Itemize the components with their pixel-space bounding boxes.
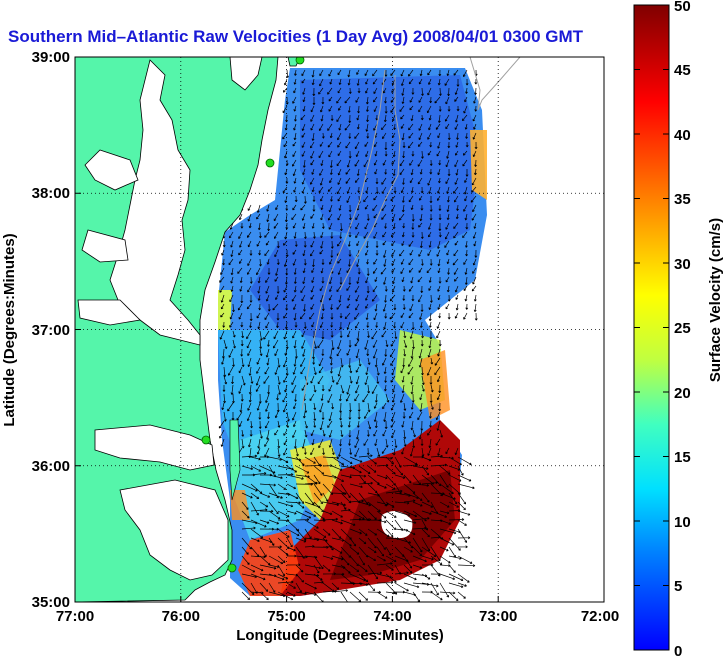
x-tick-label: 76:00 [162, 608, 200, 625]
x-tick-label: 72:00 [581, 608, 619, 625]
colorbar-tick-label: 35 [674, 191, 691, 208]
colorbar-tick-label: 25 [674, 320, 691, 337]
colorbar: 0 5 10 15 20 25 30 35 40 45 50 Surface V… [633, 0, 724, 659]
colorbar-label: Surface Velocity (cm/s) [707, 218, 724, 382]
delaware-bay [229, 57, 263, 91]
tick-marks [74, 56, 605, 603]
albemarle-sound [94, 424, 215, 471]
station-marker [227, 563, 237, 573]
colorbar-tick-label: 10 [674, 514, 691, 531]
grid-lines [75, 57, 604, 602]
colorbar-tick-label: 30 [674, 256, 691, 273]
chesapeake-bay [109, 59, 201, 346]
y-tick-label: 37:00 [32, 322, 70, 339]
x-tick-label: 77:00 [56, 608, 94, 625]
colorbar-tick-label: 0 [674, 643, 682, 659]
y-tick-label: 38:00 [32, 185, 70, 202]
y-tick-label: 35:00 [32, 594, 70, 611]
potomac-river [84, 149, 139, 191]
y-tick-label: 39:00 [32, 49, 70, 66]
x-tick-label: 75:00 [267, 608, 305, 625]
x-tick-label: 74:00 [373, 608, 411, 625]
x-axis-label: Longitude (Degrees:Minutes) [236, 627, 444, 644]
station-marker [265, 158, 275, 168]
colorbar-tick-label: 45 [674, 62, 691, 79]
velocity-arrow [218, 69, 478, 602]
rappahannock-river [81, 229, 129, 263]
pamlico-sound [119, 479, 229, 581]
bathymetry-contours [301, 57, 521, 411]
outer-banks [229, 419, 241, 501]
y-tick-labels: 39:00 38:00 37:00 36:00 35:00 [32, 49, 70, 611]
colorbar-tick-label: 40 [674, 127, 691, 144]
x-tick-labels: 77:00 76:00 75:00 74:00 73:00 72:00 [56, 608, 619, 625]
station-marker [295, 57, 305, 65]
map-title: Southern Mid–Atlantic Raw Velocities (1 … [8, 27, 584, 46]
velocity-vectors [218, 69, 478, 602]
radar-stations [201, 57, 305, 573]
james-river [77, 299, 141, 326]
y-tick-label: 36:00 [32, 458, 70, 475]
y-axis-label: Latitude (Degrees:Minutes) [1, 233, 18, 426]
x-tick-label: 73:00 [479, 608, 517, 625]
colorbar-tick-label: 50 [674, 0, 691, 15]
station-marker [201, 435, 211, 445]
colorbar-tick-label: 5 [674, 578, 682, 595]
colorbar-tick-label: 15 [674, 449, 691, 466]
colorbar-tick-label: 20 [674, 385, 691, 402]
